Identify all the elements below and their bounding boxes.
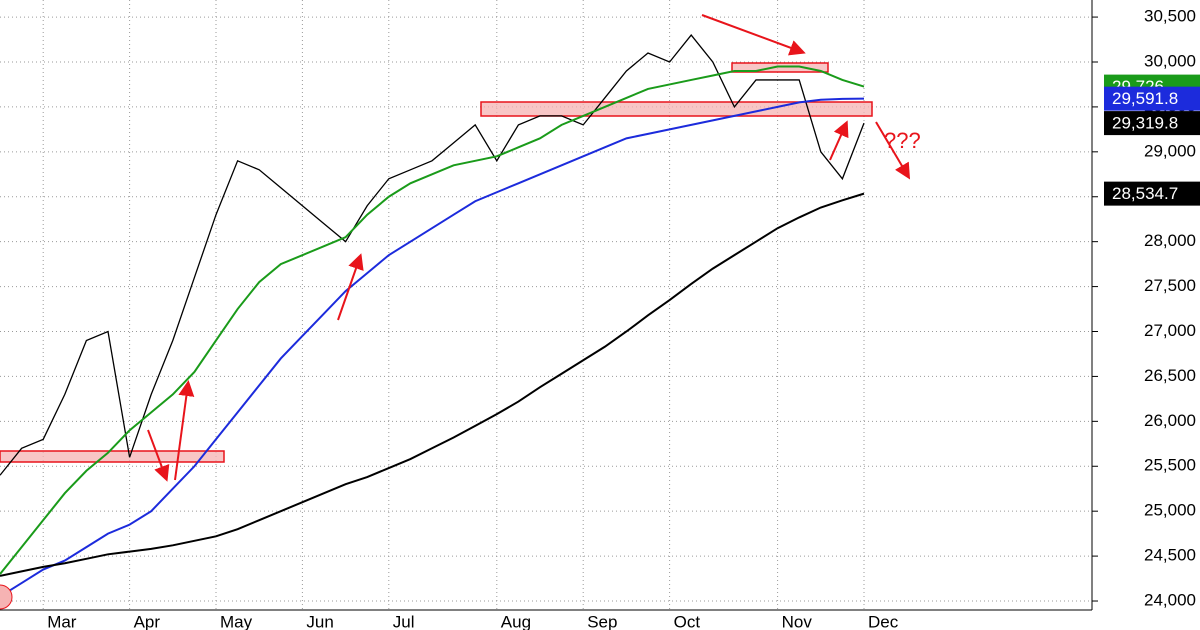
arrow	[147, 429, 170, 482]
x-tick-label: Mar	[47, 612, 77, 630]
zone	[480, 101, 873, 117]
y-tick-label: 24,000	[1144, 591, 1196, 610]
marker-circle	[0, 584, 13, 610]
x-tick-label: Sep	[587, 612, 617, 630]
value-badge	[1104, 111, 1200, 136]
value-badge	[1104, 181, 1200, 206]
y-tick-label: 24,500	[1144, 546, 1196, 565]
y-tick-label: 25,000	[1144, 501, 1196, 520]
y-tick-label: 30,000	[1144, 51, 1196, 70]
zone	[0, 450, 225, 463]
arrow	[829, 120, 849, 161]
arrow	[701, 14, 806, 56]
arrow	[875, 121, 911, 180]
arrow	[174, 380, 195, 481]
arrows	[147, 14, 911, 482]
value-badge-label: 29,319.8	[1112, 114, 1178, 133]
x-tick-label: May	[220, 612, 253, 630]
support-zones	[0, 62, 873, 463]
x-tick-label: Oct	[674, 612, 701, 630]
y-tick-label: 30,500	[1144, 7, 1196, 26]
series-line	[0, 192, 865, 577]
value-badge-label: 28,534.7	[1112, 184, 1178, 203]
y-tick-label: 27,500	[1144, 276, 1196, 295]
annotation: ???	[884, 128, 921, 153]
y-tick-label: 25,500	[1144, 456, 1196, 475]
value-badge	[1104, 86, 1200, 111]
zone	[731, 62, 829, 73]
x-tick-label: Apr	[134, 612, 161, 630]
series-line	[0, 65, 865, 575]
series-line	[0, 33, 865, 476]
y-tick-label: 29,000	[1144, 141, 1196, 160]
x-tick-label: Dec	[868, 612, 899, 630]
y-tick-label: 28,000	[1144, 231, 1196, 250]
x-tick-label: Jun	[306, 612, 333, 630]
y-tick-label: 26,500	[1144, 366, 1196, 385]
x-tick-label: Nov	[782, 612, 813, 630]
x-tick-label: Aug	[501, 612, 531, 630]
value-badge-label: 29,591.8	[1112, 89, 1178, 108]
series-line	[0, 97, 865, 598]
y-tick-label: 26,000	[1144, 411, 1196, 430]
arrow	[337, 253, 364, 321]
y-tick-label: 27,000	[1144, 321, 1196, 340]
x-tick-label: Jul	[393, 612, 415, 630]
